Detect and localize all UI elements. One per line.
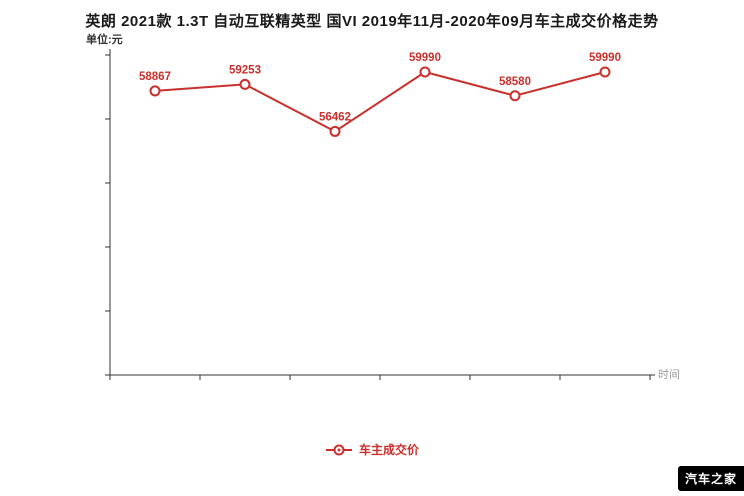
data-point-label: 59253 [229, 64, 261, 76]
data-point [419, 66, 431, 78]
data-point [329, 125, 341, 137]
data-point [509, 90, 521, 102]
data-point-label: 59990 [409, 52, 441, 64]
x-axis-label: 时间 [658, 369, 680, 381]
data-point [599, 66, 611, 78]
data-point-label: 56462 [319, 111, 351, 123]
price-line [154, 70, 606, 133]
legend[interactable]: 车主成交价 [0, 441, 744, 458]
legend-series-label: 车主成交价 [358, 443, 419, 457]
line-series-marker-icon [325, 444, 352, 455]
data-point-label: 58580 [499, 76, 531, 88]
autohome-logo: 汽车之家 [677, 466, 744, 491]
chart-title: 英朗 2021款 1.3T 自动互联精英型 国VI 2019年11月-2020年… [85, 13, 659, 30]
data-point-label: 59990 [589, 52, 621, 64]
data-point [149, 85, 161, 97]
price-trend-chart: 58867 59253 56462 59990 58580 59990 [105, 49, 655, 380]
data-point [239, 78, 251, 90]
data-point-label: 58867 [139, 71, 171, 83]
y-axis-unit-label: 单位:元 [86, 34, 123, 46]
